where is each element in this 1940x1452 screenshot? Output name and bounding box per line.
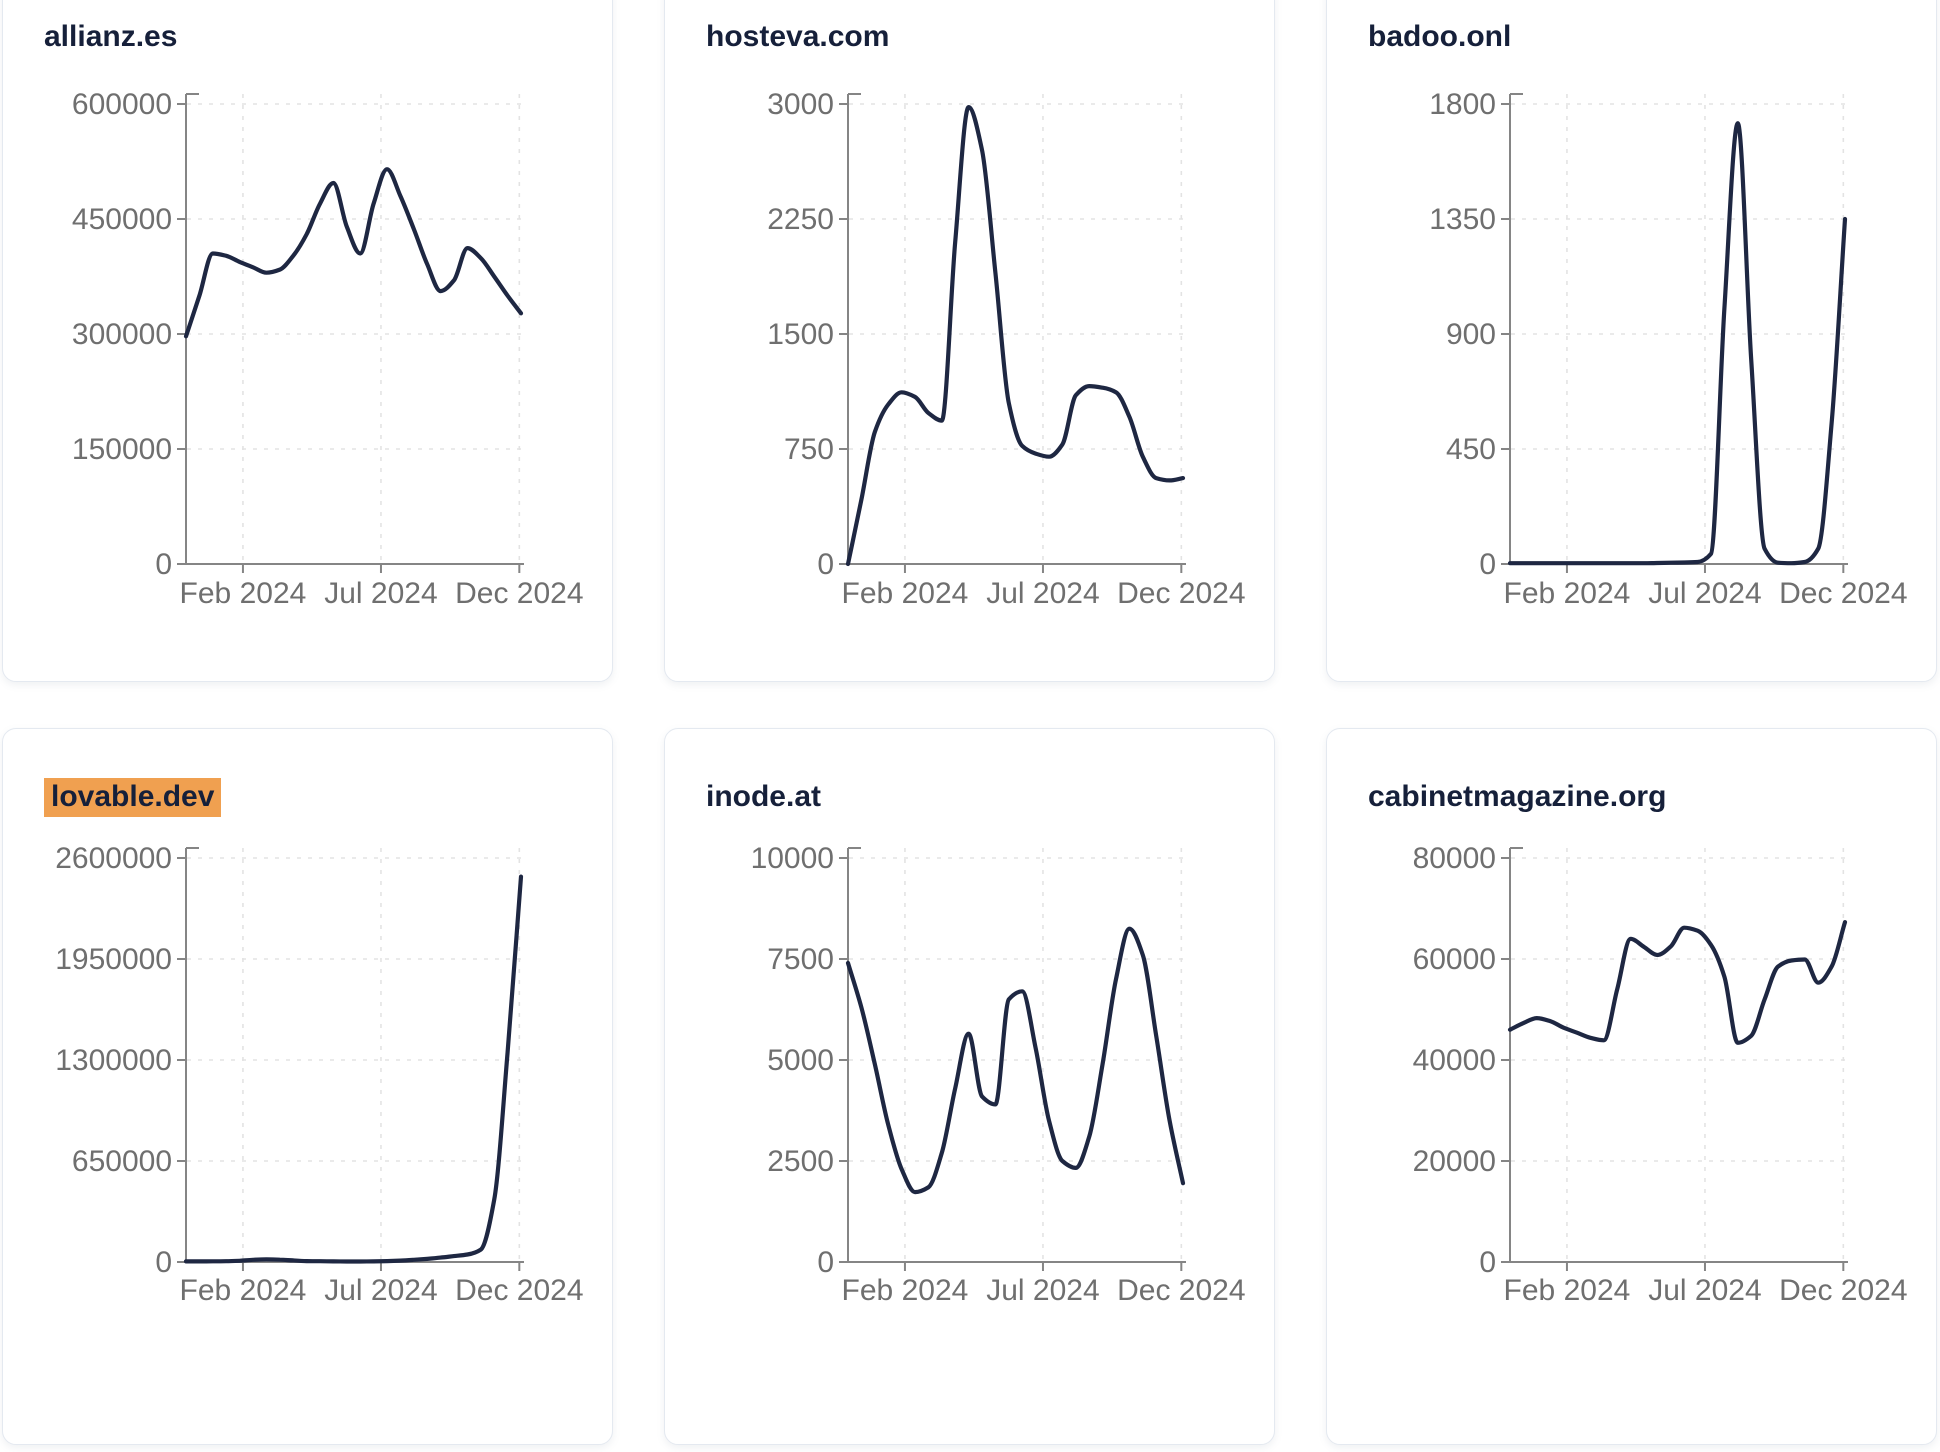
series-line (1507, 920, 1848, 1045)
y-tick-label: 20000 (1413, 1145, 1496, 1178)
y-tick-label: 60000 (1413, 943, 1496, 976)
y-tick-label: 0 (155, 548, 172, 581)
x-tick-label: Dec 2024 (1779, 577, 1907, 610)
line-chart: 0 750 1500 2250 3000 Feb 2024 Jul 2024 Dec 2024 (767, 88, 1245, 610)
y-tick-label: 3000 (767, 88, 834, 121)
domain-card-lovable: lovable.dev 0 650000 1300000 1950000 2600000… (2, 728, 613, 1445)
x-tick-label: Dec 2024 (1117, 1274, 1245, 1307)
domain-card-cabinetmagazine: cabinetmagazine.org 0 20000 40000 60000 8000… (1326, 728, 1937, 1445)
x-tick-label: Dec 2024 (1117, 577, 1245, 610)
y-tick-label: 7500 (767, 943, 834, 976)
x-tick-label: Jul 2024 (324, 577, 437, 610)
y-tick-label: 1350 (1429, 203, 1496, 236)
series-line (1507, 121, 1848, 566)
x-tick-label: Feb 2024 (1504, 577, 1631, 610)
y-tick-label: 0 (817, 548, 834, 581)
card-title: hosteva.com (706, 19, 889, 55)
domain-card-badoo: badoo.onl 0 450 900 1350 1800 Feb 2024 Jul 202… (1326, 0, 1937, 682)
y-tick-label: 750 (784, 433, 834, 466)
y-tick-label: 40000 (1413, 1044, 1496, 1077)
line-chart: 0 450 900 1350 1800 Feb 2024 Jul 2024 Dec 2024 (1429, 88, 1907, 610)
y-tick-label: 10000 (751, 842, 834, 875)
y-tick-label: 650000 (72, 1145, 172, 1178)
series-line (183, 874, 524, 1264)
y-tick-label: 450 (1446, 433, 1496, 466)
y-tick-label: 900 (1446, 318, 1496, 351)
y-tick-label: 2600000 (55, 842, 172, 875)
x-tick-label: Jul 2024 (1648, 577, 1761, 610)
y-tick-label: 150000 (72, 433, 172, 466)
domain-name-highlighted: lovable.dev (44, 778, 222, 817)
x-tick-label: Jul 2024 (324, 1274, 437, 1307)
x-tick-label: Feb 2024 (842, 1274, 969, 1307)
domain-name: hosteva.com (706, 20, 890, 53)
x-tick-label: Feb 2024 (180, 1274, 307, 1307)
y-tick-label: 450000 (72, 203, 172, 236)
x-tick-label: Jul 2024 (986, 1274, 1099, 1307)
line-chart: 0 150000 300000 450000 600000 Feb 2024 Jul 202… (72, 88, 584, 610)
y-tick-label: 1300000 (55, 1044, 172, 1077)
y-tick-label: 0 (1479, 548, 1496, 581)
y-tick-label: 2250 (767, 203, 834, 236)
series-line (845, 926, 1186, 1195)
card-title: lovable.dev (44, 778, 222, 817)
y-tick-label: 1800 (1429, 88, 1496, 121)
y-tick-label: 80000 (1413, 842, 1496, 875)
y-tick-label: 600000 (72, 88, 172, 121)
card-title: cabinetmagazine.org (1368, 779, 1666, 815)
domain-card-hosteva: hosteva.com 0 750 1500 2250 3000 Feb 2024 Jul … (664, 0, 1275, 682)
x-tick-label: Jul 2024 (986, 577, 1099, 610)
y-tick-label: 300000 (72, 318, 172, 351)
series-line (845, 105, 1186, 567)
y-tick-label: 0 (1479, 1246, 1496, 1279)
card-title: inode.at (706, 779, 821, 815)
y-tick-label: 2500 (767, 1145, 834, 1178)
x-tick-label: Feb 2024 (842, 577, 969, 610)
y-tick-label: 1950000 (55, 943, 172, 976)
domain-name: allianz.es (44, 20, 178, 53)
y-tick-label: 0 (817, 1246, 834, 1279)
line-chart: 0 650000 1300000 1950000 2600000 Feb 2024 Jul … (55, 842, 583, 1307)
y-tick-label: 5000 (767, 1044, 834, 1077)
x-tick-label: Dec 2024 (455, 1274, 583, 1307)
card-title: badoo.onl (1368, 19, 1511, 55)
series-line (183, 167, 524, 339)
line-chart: 0 2500 5000 7500 10000 Feb 2024 Jul 2024 Dec 20… (751, 842, 1246, 1307)
x-tick-label: Feb 2024 (180, 577, 307, 610)
line-chart: 0 20000 40000 60000 80000 Feb 2024 Jul 2024 Dec… (1413, 842, 1908, 1307)
domain-card-allianz: allianz.es 0 150000 300000 450000 600000 Feb … (2, 0, 613, 682)
x-tick-label: Jul 2024 (1648, 1274, 1761, 1307)
domain-name: badoo.onl (1368, 20, 1512, 53)
domain-name: cabinetmagazine.org (1368, 780, 1667, 813)
y-tick-label: 1500 (767, 318, 834, 351)
domain-name: inode.at (706, 780, 822, 813)
domain-card-inode: inode.at 0 2500 5000 7500 10000 Feb 2024 Jul 2… (664, 728, 1275, 1445)
x-tick-label: Dec 2024 (1779, 1274, 1907, 1307)
x-tick-label: Feb 2024 (1504, 1274, 1631, 1307)
y-tick-label: 0 (155, 1246, 172, 1279)
card-title: allianz.es (44, 19, 177, 55)
x-tick-label: Dec 2024 (455, 577, 583, 610)
